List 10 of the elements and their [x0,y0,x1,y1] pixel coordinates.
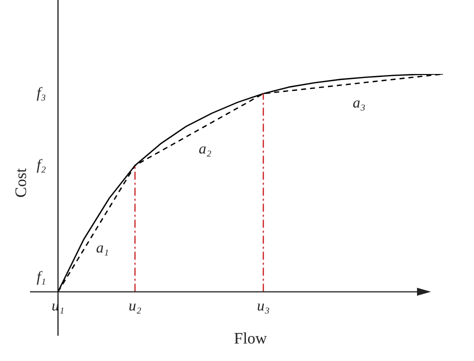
annotation: f₁ [36,270,46,286]
annotation: a₃ [352,96,366,112]
x-tick-label: u₃ [256,298,270,315]
y-axis-title: Cost [13,168,30,198]
annotation: a₂ [198,141,212,158]
annotation: f₃ [36,86,46,102]
annotation: f₂ [36,157,46,174]
annotation: a₁ [96,240,109,257]
x-tick-label: u₂ [128,298,142,315]
x-axis-title: Flow [234,330,268,348]
